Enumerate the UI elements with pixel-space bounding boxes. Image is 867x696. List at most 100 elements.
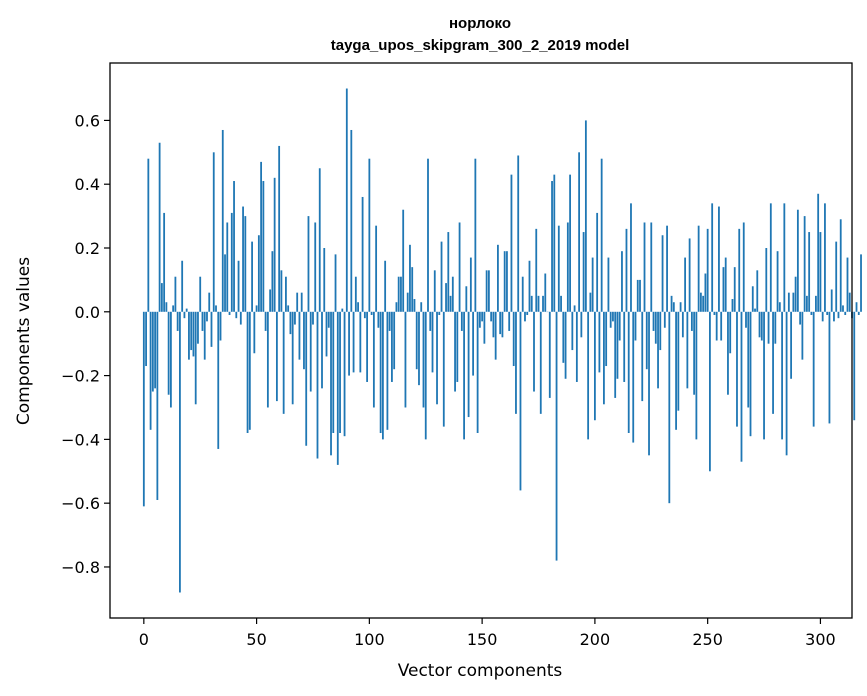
bar [776, 251, 779, 312]
bar [846, 257, 849, 312]
bar [842, 305, 844, 312]
bar [763, 311, 765, 440]
bar [386, 311, 389, 430]
bar [404, 311, 407, 408]
bar [145, 311, 147, 367]
bar [593, 311, 596, 421]
bar [409, 244, 411, 312]
bar [718, 206, 720, 312]
bar [510, 174, 513, 312]
bar [657, 311, 659, 389]
bar [688, 238, 691, 312]
bar [697, 225, 700, 312]
bar [621, 251, 623, 312]
bar [158, 142, 161, 312]
bar [467, 311, 470, 418]
bar [501, 311, 504, 338]
x-tick-label: 150 [467, 630, 498, 649]
bar [339, 311, 341, 433]
bar [492, 311, 495, 338]
bar [352, 311, 355, 373]
bar [582, 232, 585, 312]
bar [348, 311, 350, 376]
bar [377, 311, 380, 328]
bar [296, 292, 299, 312]
bar [384, 260, 387, 312]
bar [562, 311, 565, 363]
bar [420, 302, 423, 312]
bar [445, 283, 447, 312]
bar [598, 311, 601, 373]
bar [575, 311, 578, 382]
bar [772, 311, 774, 414]
bar [781, 311, 783, 440]
bar [257, 235, 260, 312]
bar [783, 203, 786, 312]
bar [312, 311, 314, 325]
bar [316, 311, 319, 459]
bar [487, 270, 490, 312]
y-tick-label: 0.0 [75, 303, 100, 322]
bar [524, 311, 526, 322]
bar [580, 311, 583, 338]
bar [197, 311, 199, 344]
bar [747, 311, 750, 408]
x-tick-label: 200 [580, 630, 611, 649]
bar [183, 311, 186, 319]
bar [167, 311, 170, 395]
bar [271, 251, 274, 312]
y-tick-label: −0.4 [61, 430, 100, 449]
bar [481, 311, 484, 322]
bar [584, 120, 587, 312]
bar [634, 311, 637, 341]
bar [397, 276, 400, 312]
bar [824, 203, 826, 312]
bar [163, 212, 166, 312]
bar [799, 311, 802, 325]
bar [839, 219, 842, 312]
plot-frame [109, 62, 853, 619]
bar [844, 311, 847, 315]
bar [149, 311, 152, 430]
bar [607, 257, 610, 312]
bar [436, 311, 438, 405]
bar [648, 311, 650, 456]
bar [490, 311, 493, 322]
bar [456, 311, 459, 382]
bar [224, 254, 226, 312]
bar [413, 299, 416, 312]
bar [652, 311, 655, 331]
bar [833, 311, 835, 322]
x-tick-label: 0 [139, 630, 149, 649]
bar [372, 311, 375, 408]
bar [233, 181, 235, 312]
bar [740, 311, 743, 462]
x-tick-label: 100 [354, 630, 385, 649]
bar [738, 228, 741, 312]
bar [201, 311, 204, 331]
bar [494, 311, 497, 360]
bar [179, 311, 181, 593]
bar [751, 286, 754, 312]
bar [537, 295, 540, 312]
y-tick-label: 0.4 [75, 175, 100, 194]
bar [478, 311, 481, 328]
bar [805, 295, 808, 312]
bar [260, 161, 263, 312]
y-tick-label: 0.6 [75, 111, 100, 130]
bar [785, 311, 788, 456]
bar [472, 311, 475, 376]
bar [357, 302, 359, 312]
bar [388, 311, 391, 331]
bar [246, 311, 249, 433]
bar [521, 276, 524, 312]
y-tick-label: −0.6 [61, 494, 100, 513]
bar [307, 216, 310, 312]
bar [794, 276, 797, 312]
bar [792, 292, 795, 312]
bar [555, 311, 558, 561]
bar [485, 270, 488, 312]
bar [515, 311, 517, 414]
bar [736, 311, 738, 427]
bar [720, 311, 723, 341]
